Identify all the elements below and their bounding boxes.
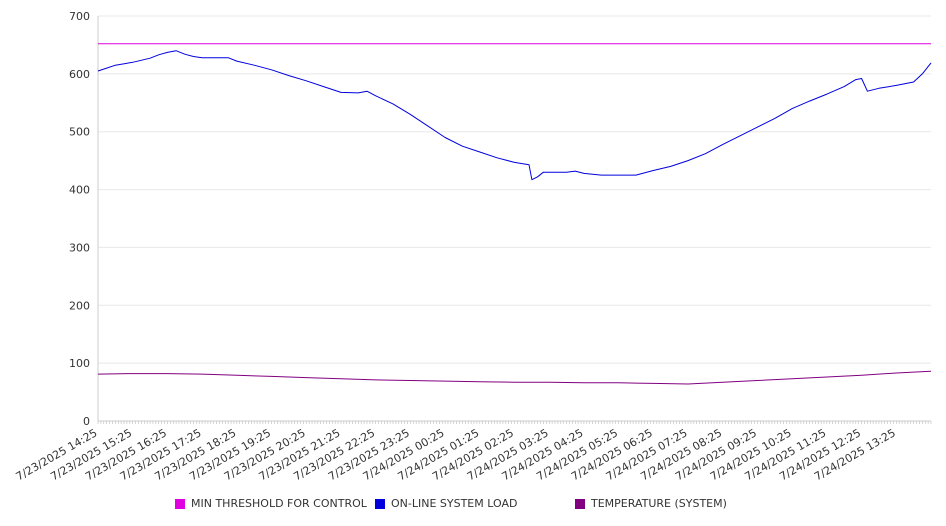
y-tick-label: 500 xyxy=(69,126,90,139)
legend: MIN THRESHOLD FOR CONTROL ON-LINE SYSTEM… xyxy=(0,497,946,515)
legend-swatch-system-load xyxy=(375,498,385,509)
legend-item-system-load[interactable]: ON-LINE SYSTEM LOAD xyxy=(375,497,517,510)
y-tick-label: 100 xyxy=(69,357,90,370)
y-tick-labels: 0 100 200 300 400 500 600 700 xyxy=(69,10,90,428)
legend-swatch-temperature xyxy=(575,498,585,509)
y-tick-label: 700 xyxy=(69,10,90,23)
legend-label-min-threshold: MIN THRESHOLD FOR CONTROL xyxy=(191,497,367,510)
y-tick-label: 0 xyxy=(83,415,90,428)
y-tick-label: 200 xyxy=(69,299,90,312)
line-chart: 0 100 200 300 400 500 600 700 7/23/2025 14:257/… xyxy=(14,10,932,483)
legend-label-system-load: ON-LINE SYSTEM LOAD xyxy=(391,497,518,510)
x-tick-labels: 7/23/2025 14:257/23/2025 15:257/23/2025 … xyxy=(14,426,898,483)
series-line xyxy=(97,50,932,181)
y-tick-label: 600 xyxy=(69,68,90,81)
y-tick-label: 400 xyxy=(69,184,90,197)
grid-lines xyxy=(98,15,931,364)
series-line xyxy=(97,370,932,385)
legend-item-temperature[interactable]: TEMPERATURE (SYSTEM) xyxy=(575,497,727,510)
legend-label-temperature: TEMPERATURE (SYSTEM) xyxy=(591,497,727,510)
y-tick-label: 300 xyxy=(69,241,90,254)
series-lines xyxy=(97,43,932,385)
axes xyxy=(97,16,932,424)
legend-item-min-threshold[interactable]: MIN THRESHOLD FOR CONTROL xyxy=(175,497,367,510)
legend-swatch-min-threshold xyxy=(175,498,185,509)
